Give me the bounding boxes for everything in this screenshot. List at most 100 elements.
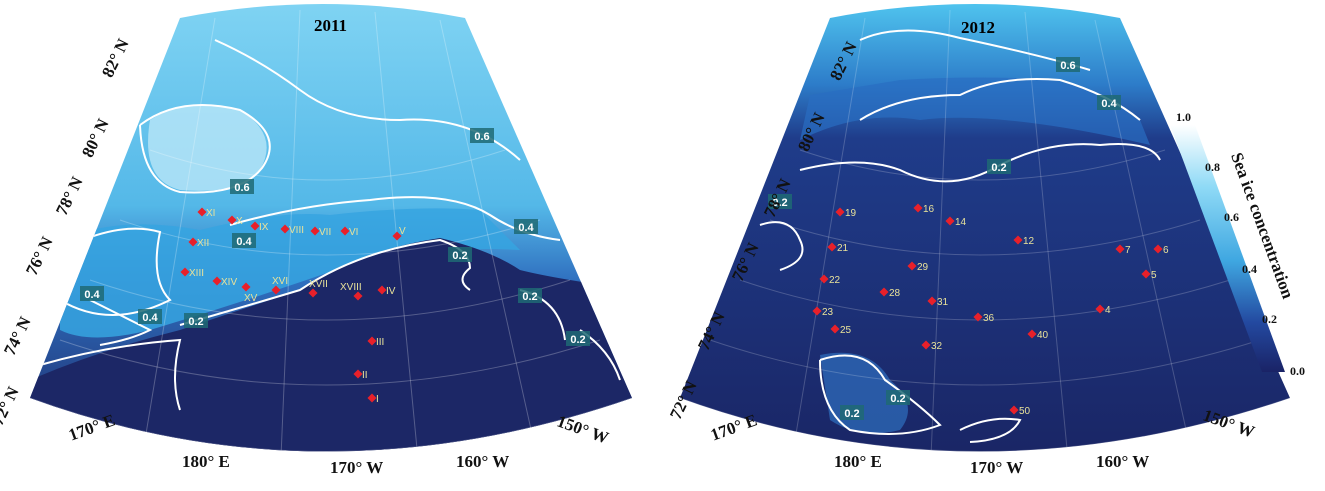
- contour-label-box: [80, 286, 104, 301]
- station-label: VII: [319, 227, 331, 238]
- station-marker: [197, 207, 207, 217]
- colorbar-tick: 1.0: [1176, 110, 1191, 124]
- contour-label-box: [840, 405, 864, 420]
- graticule: [30, 9, 632, 452]
- colorbar-tick: 0.6: [1224, 210, 1239, 224]
- station-label: 28: [889, 288, 901, 299]
- contour-label-box: [470, 128, 494, 143]
- map-panel-2012: 0.6 0.4 0.2 0.2 0.2 0.2 19 16 14 12 7 6 21 29 5 22 28 31…: [680, 4, 1290, 452]
- station-label: 5: [1151, 270, 1157, 281]
- contour-label-box: [138, 309, 162, 324]
- colorbar-tick: 0.0: [1290, 364, 1305, 378]
- high-ice-region: [148, 104, 267, 191]
- station-label: XVIII: [340, 282, 362, 293]
- contour-label-box: [184, 313, 208, 328]
- contour-label-box: [987, 159, 1011, 174]
- contour-label-box: [514, 219, 538, 234]
- station-label: XVII: [309, 279, 328, 290]
- contour-label: 0.6: [474, 131, 489, 143]
- lon-label-180e: 180° E: [182, 452, 230, 471]
- station-label: 6: [1163, 245, 1169, 256]
- lon-label-180e: 180° E: [834, 452, 882, 471]
- station-label: 7: [1125, 245, 1131, 256]
- station-marker: [227, 215, 237, 225]
- mid-ice-region: [800, 77, 1150, 145]
- station-label: 14: [955, 217, 967, 228]
- contour-label-box: [518, 288, 542, 303]
- contour-label: 0.2: [570, 334, 585, 346]
- contour-label: 0.6: [1060, 60, 1075, 72]
- station-label: 32: [931, 341, 943, 352]
- station-label: XII: [197, 238, 209, 249]
- colorbar-tick: 0.4: [1242, 262, 1257, 276]
- contour-label: 0.2: [452, 250, 467, 262]
- mid-ice-region: [60, 208, 520, 338]
- contour-label: 0.4: [84, 289, 100, 301]
- station-label: 36: [983, 313, 995, 324]
- contour-label-box: [1056, 57, 1080, 72]
- station-label: 19: [845, 208, 857, 219]
- station-label: XVI: [272, 276, 288, 287]
- station-label: 22: [829, 275, 841, 286]
- graticule: [680, 9, 1290, 452]
- panel-title-2012: 2012: [961, 18, 995, 37]
- station-label: XI: [206, 208, 215, 219]
- contour-label-box: [230, 179, 254, 194]
- panel-title-2011: 2011: [314, 16, 348, 35]
- colorbar-gradient: [1170, 125, 1285, 372]
- contour-label-box: [768, 194, 792, 209]
- contour-label: 0.2: [772, 197, 787, 209]
- colorbar: [1170, 125, 1285, 372]
- station-label: VIII: [289, 225, 304, 236]
- station-label: IX: [259, 222, 269, 233]
- station-label: IV: [386, 286, 396, 297]
- station-label: 25: [840, 325, 852, 336]
- lon-label-170w: 170° W: [330, 458, 384, 477]
- contour-label-box: [232, 233, 256, 248]
- station-marker: [180, 267, 190, 277]
- station-marker: [212, 276, 222, 286]
- lon-label-170w: 170° W: [970, 458, 1024, 477]
- station-label: 12: [1023, 236, 1035, 247]
- station-label: I: [376, 394, 379, 405]
- station-marker: [241, 282, 251, 292]
- contour-labels-2012: 0.6 0.4 0.2 0.2 0.2 0.2: [768, 57, 1121, 420]
- station-label: 23: [822, 307, 834, 318]
- contour-label-box: [448, 247, 472, 262]
- station-label: II: [362, 370, 368, 381]
- contour-label: 0.6: [234, 182, 249, 194]
- contour-label-box: [566, 331, 590, 346]
- map-background: [680, 4, 1290, 452]
- station-label: 50: [1019, 406, 1031, 417]
- station-label: 4: [1105, 305, 1111, 316]
- low-ice-region: [30, 238, 632, 452]
- contour-labels-2011: 0.6 0.6 0.4 0.4 0.4 0.4 0.2 0.2 0.2 0.2: [80, 128, 590, 346]
- station-label: X: [236, 216, 243, 227]
- colorbar-tick: 0.2: [1262, 312, 1277, 326]
- contour-label: 0.2: [890, 393, 905, 405]
- contour-label-box: [886, 390, 910, 405]
- station-label: 16: [923, 204, 935, 215]
- lon-label-160w: 160° W: [456, 452, 510, 471]
- contour-label: 0.2: [188, 316, 203, 328]
- station-label: III: [376, 337, 384, 348]
- colorbar-tick: 0.8: [1205, 160, 1220, 174]
- station-marker: [188, 237, 198, 247]
- contour-label: 0.4: [142, 312, 158, 324]
- lon-label-160w: 160° W: [1096, 452, 1150, 471]
- station-label: 21: [837, 243, 849, 254]
- contour-label: 0.4: [236, 236, 252, 248]
- contour-label-box: [1097, 95, 1121, 110]
- contour-label: 0.2: [522, 291, 537, 303]
- contour-label: 0.2: [844, 408, 859, 420]
- contour-label: 0.4: [1101, 98, 1117, 110]
- station-label: 29: [917, 262, 929, 273]
- station-label: XIV: [221, 277, 237, 288]
- station-label: 40: [1037, 330, 1049, 341]
- station-label: VI: [349, 227, 358, 238]
- contour-label: 0.2: [991, 162, 1006, 174]
- station-label: V: [399, 226, 406, 237]
